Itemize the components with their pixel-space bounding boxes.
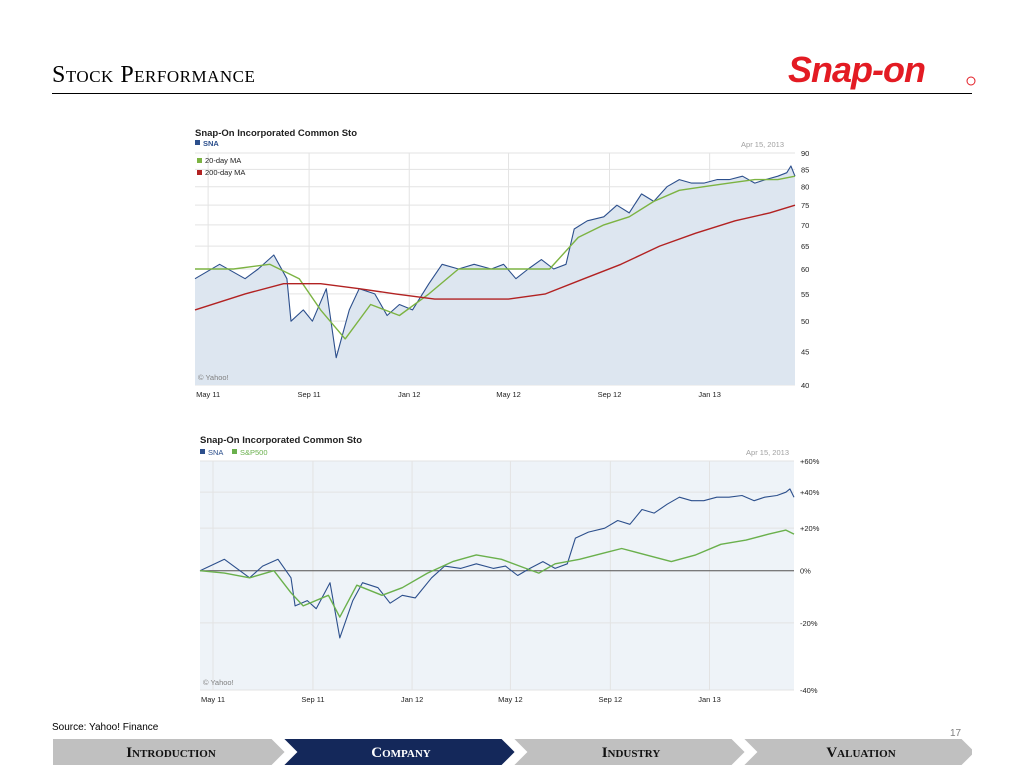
y-tick-label: 85 [801, 165, 809, 174]
legend-label-20ma: 20-day MA [205, 156, 241, 165]
chart-date: Apr 15, 2013 [741, 140, 784, 149]
legend-label-sna: SNA [203, 139, 219, 148]
svg-text:Snap-on: Snap-on [788, 49, 925, 90]
plot-background [200, 461, 794, 690]
nav-tab-valuation[interactable] [740, 738, 972, 766]
nav-tab-label-company: Company [371, 745, 431, 761]
series-line-s-p500 [199, 529, 795, 618]
nav-tab-company[interactable] [280, 738, 518, 766]
chart-title: Snap-On Incorporated Common Sto [200, 435, 362, 446]
series-area-sna [195, 166, 795, 385]
title-divider [52, 93, 972, 94]
y-tick-label: 55 [801, 290, 809, 299]
y-tick-label: 45 [801, 347, 809, 356]
y-tick-label: 90 [801, 149, 809, 158]
series-line-200-day-ma [194, 204, 796, 311]
x-tick-label: Jan 13 [698, 695, 721, 704]
section-navigation: Introduction Company Industry Valuation [52, 738, 972, 766]
chart-credit: © Yahoo! [198, 373, 229, 382]
nav-tab-industry[interactable] [510, 738, 748, 766]
comparison-chart-svg: Snap-On Incorporated Common Sto SNA S&P5… [199, 435, 820, 704]
y-tick-label: +40% [800, 488, 820, 497]
nav-tab-label-introduction: Introduction [126, 745, 216, 761]
legend-swatch-sp500 [232, 449, 237, 454]
y-tick-label: 75 [801, 201, 809, 210]
comparison-chart: Snap-On Incorporated Common Sto SNA S&P5… [195, 428, 835, 708]
x-tick-label: Sep 11 [297, 390, 320, 399]
chart-credit: © Yahoo! [203, 678, 234, 687]
y-tick-label: -40% [800, 686, 818, 695]
y-tick-label: -20% [800, 619, 818, 628]
x-tick-label: Jan 12 [398, 390, 421, 399]
legend-swatch-200ma [197, 170, 202, 175]
x-tick-label: Jan 13 [698, 390, 721, 399]
legend-label-sp500: S&P500 [240, 448, 268, 457]
nav-tab-label-industry: Industry [602, 745, 661, 761]
y-tick-label: +20% [800, 524, 820, 533]
price-chart-svg: Snap-On Incorporated Common Sto SNA Apr … [194, 128, 809, 399]
price-chart: Snap-On Incorporated Common Sto SNA Apr … [190, 120, 830, 405]
x-tick-label: Jan 12 [401, 695, 424, 704]
x-tick-label: Sep 11 [301, 695, 324, 704]
series-line-20-day-ma [195, 175, 796, 340]
y-tick-label: 50 [801, 317, 809, 326]
nav-tab-label-valuation: Valuation [826, 745, 895, 761]
x-tick-label: Sep 12 [598, 695, 622, 704]
slide-title: Stock Performance [52, 62, 256, 88]
x-tick-label: May 12 [498, 695, 523, 704]
x-tick-label: Sep 12 [598, 390, 622, 399]
legend-swatch-sna [200, 449, 205, 454]
y-tick-label: 40 [801, 381, 809, 390]
nav-tab-introduction[interactable] [52, 738, 288, 766]
page-number: 17 [950, 728, 962, 739]
chart-title: Snap-On Incorporated Common Sto [195, 128, 357, 139]
legend-swatch-20ma [197, 158, 202, 163]
series-line-sna [199, 488, 795, 639]
legend-label-sna: SNA [208, 448, 223, 457]
x-tick-label: May 11 [196, 390, 220, 399]
y-tick-label: 70 [801, 221, 809, 230]
y-tick-label: 80 [801, 183, 809, 192]
series-line-sna [194, 165, 796, 359]
x-tick-label: May 12 [496, 390, 521, 399]
source-note: Source: Yahoo! Finance [52, 722, 159, 733]
chart-date: Apr 15, 2013 [746, 448, 789, 457]
y-tick-label: +60% [800, 457, 820, 466]
snap-on-logo: Snap-on [788, 49, 976, 90]
y-tick-label: 65 [801, 242, 809, 251]
y-tick-label: 60 [801, 265, 809, 274]
legend-swatch-sna [195, 140, 200, 145]
x-tick-label: May 11 [201, 695, 225, 704]
y-tick-label: 0% [800, 567, 811, 576]
legend-label-200ma: 200-day MA [205, 168, 245, 177]
